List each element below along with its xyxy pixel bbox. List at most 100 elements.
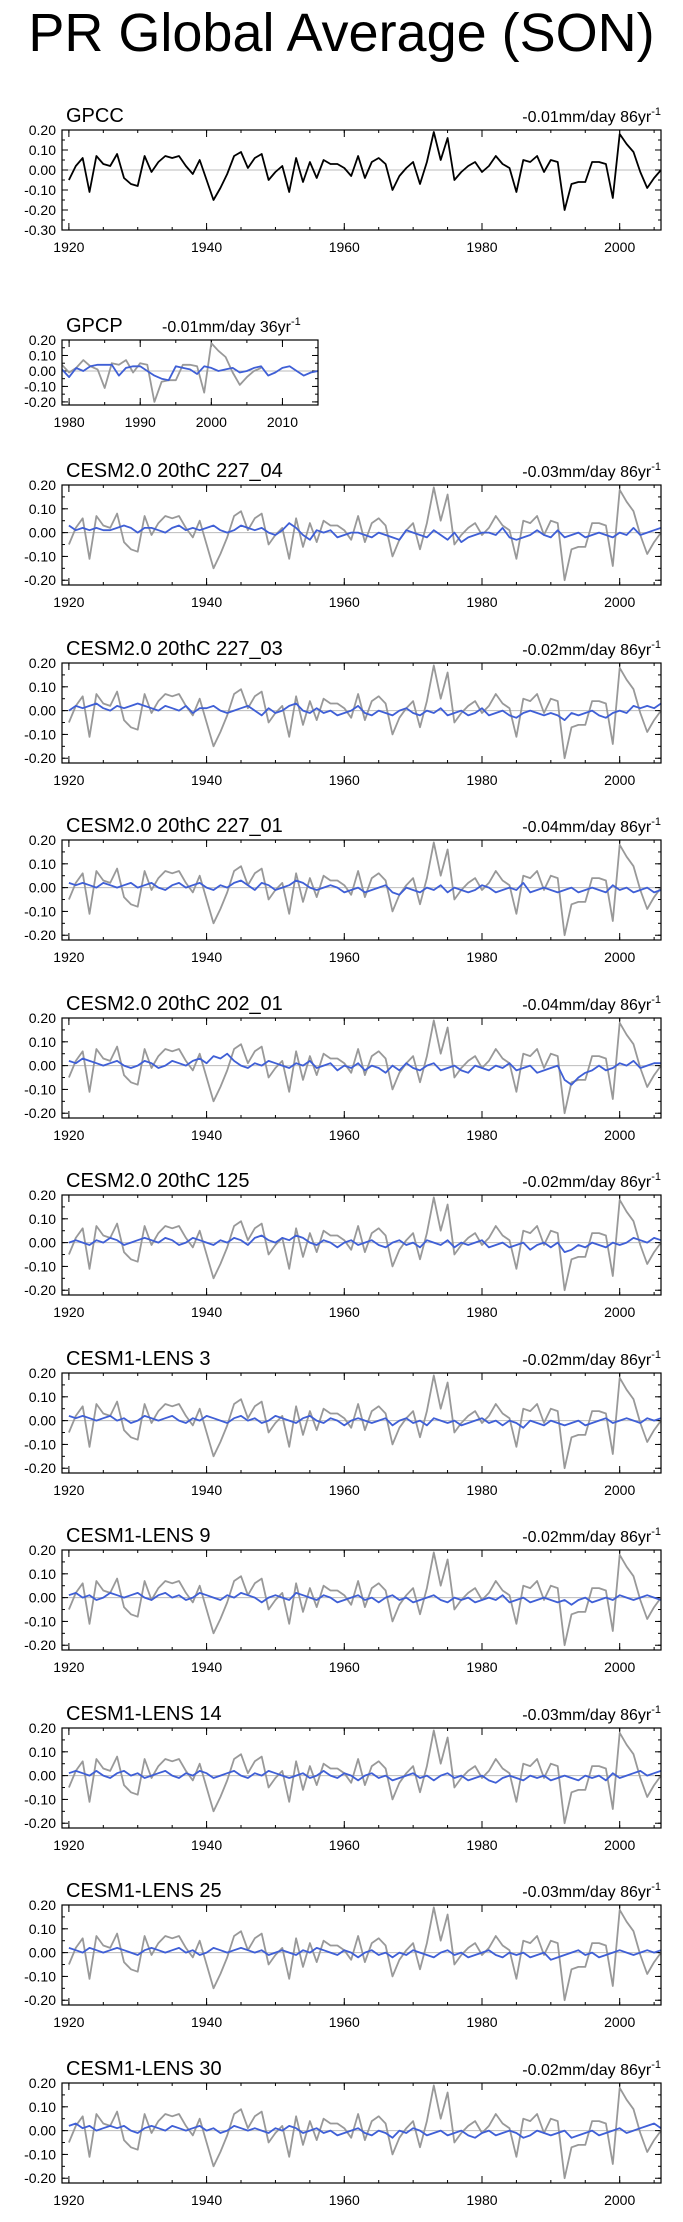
- x-tick-label: 1920: [53, 1837, 84, 1853]
- y-tick-label: 0.20: [29, 2075, 56, 2091]
- series-line-gpcc: [68, 1906, 662, 2002]
- x-tick-label: 1960: [329, 2192, 360, 2208]
- x-tick-label: 1980: [466, 1127, 497, 1143]
- plot-frame: [61, 1372, 662, 1474]
- trend-exponent: -1: [651, 1349, 661, 1361]
- panel-trend: -0.02mm/day 86yr-1: [522, 1171, 661, 1191]
- y-tick-label: -0.10: [24, 1436, 56, 1452]
- x-tick-label: 1980: [466, 1304, 497, 1320]
- chart-panel-6: CESM2.0 20thC 202_01 -0.04mm/day 86yr-1 0.…: [24, 993, 662, 1143]
- y-tick-label: 0.20: [29, 122, 56, 138]
- x-tick-label: 2000: [604, 1127, 635, 1143]
- y-tick-label: 0.10: [29, 347, 56, 363]
- series-line-gpcp: [61, 363, 319, 382]
- panel-trend: -0.03mm/day 86yr-1: [522, 1881, 661, 1901]
- panel-title: CESM2.0 20thC 227_04: [66, 460, 283, 482]
- panel-title: CESM2.0 20thC 227_01: [66, 815, 283, 837]
- x-tick-label: 1940: [191, 594, 222, 610]
- x-tick-label: 2000: [604, 1659, 635, 1675]
- x-tick-label: 1960: [329, 1127, 360, 1143]
- panel-trend: -0.02mm/day 86yr-1: [522, 1349, 661, 1369]
- y-tick-label: 0.10: [29, 2099, 56, 2115]
- trend-exponent: -1: [651, 639, 661, 651]
- y-tick-label: 0.10: [29, 1921, 56, 1937]
- x-tick-label: 2000: [604, 239, 635, 255]
- y-tick-label: 0.20: [29, 1897, 56, 1913]
- x-tick-label: 1980: [466, 1837, 497, 1853]
- x-tick-label: 1920: [53, 949, 84, 965]
- x-tick-label: 1920: [53, 1127, 84, 1143]
- y-tick-label: 0.20: [29, 332, 56, 348]
- x-tick-label: 1980: [466, 2192, 497, 2208]
- x-tick-label: 1960: [329, 949, 360, 965]
- page-title: PR Global Average (SON): [28, 3, 655, 63]
- x-tick-label: 1980: [54, 414, 85, 430]
- y-tick-label: 0.10: [29, 1211, 56, 1227]
- y-tick-label: 0.00: [29, 1945, 56, 1961]
- series-line-model: [68, 2122, 662, 2139]
- x-tick-label: 1920: [53, 772, 84, 788]
- x-tick-label: 1960: [329, 1837, 360, 1853]
- x-tick-label: 2000: [196, 414, 227, 430]
- x-tick-label: 1980: [466, 594, 497, 610]
- series-line-model: [68, 879, 662, 896]
- series-line-model: [68, 522, 662, 543]
- x-tick-label: 1960: [329, 239, 360, 255]
- panel-title: CESM1-LENS 9: [66, 1525, 211, 1547]
- x-tick-label: 2000: [604, 949, 635, 965]
- series-line-gpcc: [68, 131, 662, 211]
- y-tick-label: 0.00: [29, 1235, 56, 1251]
- plot-frame: [61, 2082, 662, 2184]
- x-tick-label: 1980: [466, 949, 497, 965]
- panel-title: CESM1-LENS 30: [66, 2058, 222, 2080]
- series-line-model: [68, 1770, 662, 1784]
- panel-trend: -0.02mm/day 86yr-1: [522, 2059, 661, 2079]
- trend-exponent: -1: [651, 1526, 661, 1538]
- x-tick-label: 1960: [329, 2014, 360, 2030]
- y-tick-label: -0.20: [24, 1460, 56, 1476]
- x-tick-label: 2000: [604, 2192, 635, 2208]
- chart-panel-7: CESM2.0 20thC 125 -0.02mm/day 86yr-1 0.20 0…: [24, 1170, 662, 1320]
- y-tick-label: -0.10: [24, 726, 56, 742]
- x-tick-label: 2000: [604, 1837, 635, 1853]
- y-tick-label: -0.30: [24, 222, 56, 238]
- y-tick-label: -0.20: [24, 1992, 56, 2008]
- trend-exponent: -1: [651, 1171, 661, 1183]
- y-tick-label: 0.00: [29, 1768, 56, 1784]
- panel-title: CESM2.0 20thC 125: [66, 1170, 249, 1192]
- y-tick-label: 0.00: [29, 703, 56, 719]
- y-tick-label: -0.10: [24, 1968, 56, 1984]
- y-tick-label: 0.00: [29, 162, 56, 178]
- x-tick-label: 1940: [191, 2014, 222, 2030]
- trend-exponent: -1: [291, 316, 301, 328]
- panel-title: CESM1-LENS 25: [66, 1880, 222, 1902]
- chart-panel-9: CESM1-LENS 9 -0.02mm/day 86yr-1 0.20 0.10 0.…: [24, 1525, 662, 1675]
- panel-trend: -0.01mm/day 36yr-1: [162, 316, 301, 336]
- x-tick-label: 1940: [191, 1837, 222, 1853]
- chart-panel-8: CESM1-LENS 3 -0.02mm/day 86yr-1 0.20 0.10 0.…: [24, 1348, 662, 1498]
- x-tick-label: 1990: [125, 414, 156, 430]
- y-tick-label: -0.20: [24, 927, 56, 943]
- trend-exponent: -1: [651, 106, 661, 118]
- panel-trend: -0.01mm/day 86yr-1: [522, 106, 661, 126]
- y-tick-label: 0.10: [29, 856, 56, 872]
- y-tick-label: -0.10: [24, 548, 56, 564]
- y-tick-label: -0.20: [24, 202, 56, 218]
- x-tick-label: 1960: [329, 772, 360, 788]
- y-tick-label: -0.10: [24, 1613, 56, 1629]
- y-tick-label: -0.20: [24, 394, 56, 410]
- y-tick-label: 0.20: [29, 832, 56, 848]
- x-tick-label: 2000: [604, 594, 635, 610]
- y-tick-label: 0.20: [29, 655, 56, 671]
- y-tick-label: -0.10: [24, 1081, 56, 1097]
- x-tick-label: 1940: [191, 2192, 222, 2208]
- y-tick-label: -0.10: [24, 1258, 56, 1274]
- y-tick-label: 0.20: [29, 1365, 56, 1381]
- y-tick-label: 0.10: [29, 1566, 56, 1582]
- plot-frame: [61, 1549, 662, 1651]
- panel-trend: -0.02mm/day 86yr-1: [522, 1526, 661, 1546]
- y-tick-label: 0.10: [29, 142, 56, 158]
- y-tick-label: 0.00: [29, 1058, 56, 1074]
- panel-trend: -0.04mm/day 86yr-1: [522, 816, 661, 836]
